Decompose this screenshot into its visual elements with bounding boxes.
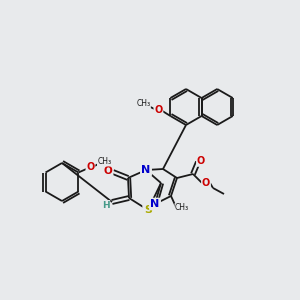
Text: N: N bbox=[141, 165, 151, 175]
Text: N: N bbox=[150, 199, 160, 209]
Text: O: O bbox=[202, 178, 210, 188]
Text: O: O bbox=[154, 105, 163, 115]
Text: S: S bbox=[144, 205, 152, 215]
Text: O: O bbox=[86, 163, 94, 172]
Text: O: O bbox=[103, 166, 112, 176]
Text: CH₃: CH₃ bbox=[136, 100, 151, 109]
Text: O: O bbox=[197, 156, 205, 166]
Text: H: H bbox=[102, 200, 110, 209]
Text: CH₃: CH₃ bbox=[175, 203, 189, 212]
Text: CH₃: CH₃ bbox=[98, 157, 112, 166]
